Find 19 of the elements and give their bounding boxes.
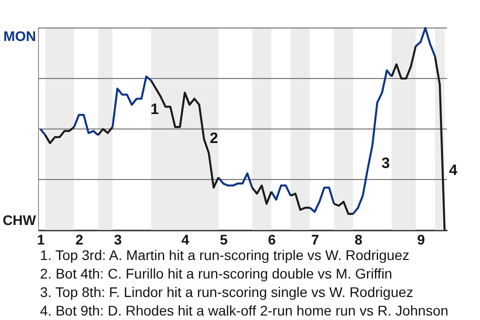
annotation: 3 xyxy=(382,154,390,172)
text: 3. Top 8th: F. Lindor hit a run-scoring single vs W. Rodriguez xyxy=(40,284,414,300)
text: CHW xyxy=(2,212,37,228)
x-tick-label: 7 xyxy=(311,232,320,248)
x-tick-label: 6 xyxy=(268,232,276,248)
text: 4. Bot 9th: D. Rhodes hit a walk-off 2-run home run vs R. Johnson xyxy=(40,302,448,318)
x-tick-label: 5 xyxy=(220,232,228,248)
text: 1. Top 3rd: A. Martin hit a run-scoring triple vs W. Rodriguez xyxy=(40,247,410,263)
x-tick-label: 1 xyxy=(37,232,46,248)
text: 2. Bot 4th: C. Furillo hit a run-scoring double vs M. Griffin xyxy=(40,266,392,282)
text: MON xyxy=(3,28,36,44)
annotation: 2 xyxy=(210,130,218,148)
x-tick-label: 8 xyxy=(354,232,363,248)
x-tick-label: 3 xyxy=(114,232,122,248)
x-tick-label: 9 xyxy=(417,232,426,248)
text: 4 xyxy=(449,162,458,180)
x-tick-label: 2 xyxy=(76,232,84,248)
x-tick-label: 4 xyxy=(181,232,190,248)
annotation: 1 xyxy=(150,100,159,118)
